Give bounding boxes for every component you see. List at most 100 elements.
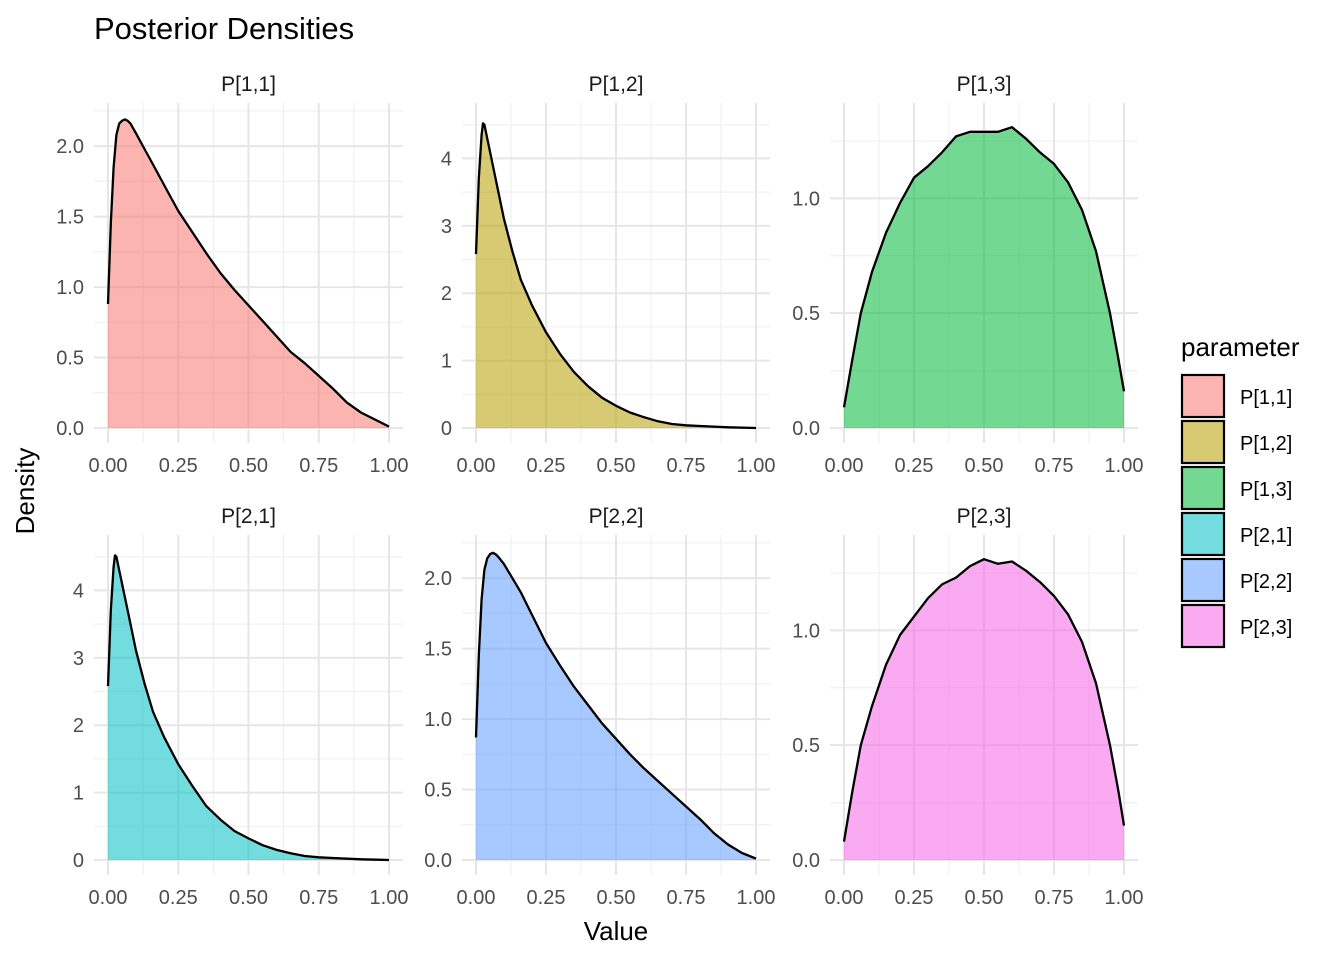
x-tick-label: 0.00 bbox=[825, 887, 864, 909]
density-area-p-2-1 bbox=[108, 555, 389, 860]
panel-strip-label: P[1,1] bbox=[221, 73, 276, 96]
y-tick-label: 0.5 bbox=[56, 348, 84, 370]
panel-strip-label: P[1,3] bbox=[957, 73, 1012, 96]
x-tick-label: 0.50 bbox=[965, 887, 1004, 909]
density-area-p-1-3 bbox=[844, 127, 1124, 428]
x-tick-label: 0.75 bbox=[1035, 455, 1074, 477]
y-tick-label: 0.5 bbox=[792, 735, 820, 757]
y-tick-label: 2.0 bbox=[424, 568, 452, 590]
density-line-p-2-3 bbox=[842, 558, 1126, 842]
y-tick-label: 1.0 bbox=[792, 188, 820, 210]
legend-item-p-1-3: P[1,3] bbox=[1180, 465, 1292, 511]
x-tick-label: 0.50 bbox=[965, 455, 1004, 477]
x-tick-label: 1.00 bbox=[1105, 887, 1144, 909]
x-tick-label: 0.50 bbox=[229, 455, 268, 477]
x-tick-label: 1.00 bbox=[370, 455, 409, 477]
panel-p-2-2: P[2,2] 0.00 0.25 0.50 0.75 1.00 0.0 0.5 1.0 1.5 2.… bbox=[424, 505, 775, 909]
x-tick-label: 0.25 bbox=[159, 887, 198, 909]
panels: P[1,1]0.00 0.25 0.50 0.75 1.000.00.51.01.52.… bbox=[56, 73, 1143, 909]
y-tick-label: 3 bbox=[73, 648, 84, 670]
x-tick-label: 0.25 bbox=[527, 887, 566, 909]
panel-strip-label: P[1,2] bbox=[589, 73, 644, 96]
x-tick-label: 0.00 bbox=[825, 455, 864, 477]
density-area-p-1-1 bbox=[108, 119, 389, 429]
x-tick-label: 0.75 bbox=[667, 887, 706, 909]
y-tick-label: 0.0 bbox=[792, 850, 820, 872]
y-tick-label: 1 bbox=[73, 783, 84, 805]
x-tick-label: 1.00 bbox=[370, 887, 409, 909]
y-tick-label: 2 bbox=[73, 715, 84, 737]
x-tick-label: 0.25 bbox=[159, 455, 198, 477]
x-tick-label: 1.00 bbox=[737, 887, 776, 909]
y-tick-label: 0.5 bbox=[792, 303, 820, 325]
legend-label: P[2,2] bbox=[1240, 571, 1292, 593]
y-tick-label: 4 bbox=[73, 580, 84, 602]
y-tick-label: 0.0 bbox=[792, 418, 820, 440]
panel-strip-label: P[2,1] bbox=[221, 505, 276, 528]
y-tick-label: 2.0 bbox=[56, 136, 84, 158]
density-line-p-1-2 bbox=[474, 122, 757, 430]
x-tick-label: 0.25 bbox=[527, 455, 566, 477]
panel-p-2-3: P[2,3] 0.00 0.25 0.50 0.75 1.00 0.0 0.5 1.0 bbox=[792, 505, 1143, 909]
x-tick-label: 0.00 bbox=[89, 887, 128, 909]
legend-swatch bbox=[1180, 465, 1226, 511]
x-tick-label: 0.75 bbox=[299, 887, 338, 909]
panel-p-1-1: P[1,1] 0.00 0.25 0.50 0.75 1.00 0.0 0.5 1.0 1.5 2.… bbox=[56, 73, 408, 477]
panel-p-1-2: P[1,2] 0.00 0.25 0.50 0.75 1.00 0 1 2 3 4 bbox=[441, 73, 776, 477]
y-tick-label: 3 bbox=[441, 216, 452, 238]
y-tick-label: 0.5 bbox=[424, 780, 452, 802]
x-tick-label: 1.00 bbox=[737, 455, 776, 477]
y-tick-label: 1.0 bbox=[56, 277, 84, 299]
panel-p-1-3: P[1,3] 0.00 0.25 0.50 0.75 1.00 0.0 0.5 1.0 bbox=[792, 73, 1143, 477]
legend-title: parameter bbox=[1181, 332, 1300, 362]
density-line-p-2-2 bbox=[474, 551, 757, 860]
panel-strip-label: P[2,3] bbox=[957, 505, 1012, 528]
y-tick-label: 1 bbox=[441, 351, 452, 373]
y-tick-label: 1.0 bbox=[424, 709, 452, 731]
legend-swatch bbox=[1180, 511, 1226, 557]
y-tick-label: 1.0 bbox=[792, 620, 820, 642]
y-axis-title: Density bbox=[10, 448, 40, 535]
y-tick-label: 0 bbox=[73, 850, 84, 872]
x-tick-label: 0.50 bbox=[597, 455, 636, 477]
density-area-p-2-2 bbox=[476, 552, 756, 860]
density-line-p-2-1 bbox=[106, 554, 390, 862]
legend-label: P[1,1] bbox=[1240, 387, 1292, 409]
x-tick-label: 0.50 bbox=[229, 887, 268, 909]
legend-swatch bbox=[1180, 557, 1226, 603]
legend-swatch bbox=[1180, 419, 1226, 465]
x-tick-label: 0.75 bbox=[299, 455, 338, 477]
x-tick-label: 0.25 bbox=[895, 887, 934, 909]
legend: parameter P[1,1] P[1,2] P[1,3] P[2,1] P[2,2]… bbox=[1180, 332, 1300, 649]
x-tick-label: 0.00 bbox=[457, 887, 496, 909]
y-tick-label: 4 bbox=[441, 148, 452, 170]
y-tick-label: 0 bbox=[441, 418, 452, 440]
legend-label: P[1,2] bbox=[1240, 433, 1292, 455]
density-line-p-1-3 bbox=[842, 126, 1126, 408]
legend-item-p-2-3: P[2,3] bbox=[1180, 603, 1292, 649]
legend-label: P[1,3] bbox=[1240, 479, 1292, 501]
x-tick-label: 0.75 bbox=[1035, 887, 1074, 909]
x-axis-title: Value bbox=[584, 916, 649, 946]
y-tick-label: 2 bbox=[441, 283, 452, 305]
chart-title: Posterior Densities bbox=[94, 11, 354, 46]
y-tick-label: 0.0 bbox=[424, 850, 452, 872]
y-tick-label: 1.5 bbox=[424, 639, 452, 661]
panel-p-2-1: P[2,1] 0.00 0.25 0.50 0.75 1.00 0 1 2 3 4 bbox=[73, 505, 409, 909]
legend-label: P[2,3] bbox=[1240, 617, 1292, 639]
legend-swatch bbox=[1180, 373, 1226, 419]
x-tick-label: 0.75 bbox=[667, 455, 706, 477]
legend-item-p-1-2: P[1,2] bbox=[1180, 419, 1292, 465]
panel-strip-label: P[2,2] bbox=[589, 505, 644, 528]
x-tick-label: 0.00 bbox=[89, 455, 128, 477]
legend-item-p-1-1: P[1,1] bbox=[1180, 373, 1292, 419]
x-tick-label: 0.50 bbox=[597, 887, 636, 909]
x-tick-label: 0.00 bbox=[457, 455, 496, 477]
x-tick-label: 1.00 bbox=[1105, 455, 1144, 477]
y-tick-label: 1.5 bbox=[56, 207, 84, 229]
legend-item-p-2-2: P[2,2] bbox=[1180, 557, 1292, 603]
density-area-p-1-2 bbox=[476, 123, 756, 429]
density-line-p-1-1 bbox=[106, 118, 390, 428]
y-tick-label: 0.0 bbox=[56, 418, 84, 440]
density-area-p-2-3 bbox=[844, 559, 1124, 860]
